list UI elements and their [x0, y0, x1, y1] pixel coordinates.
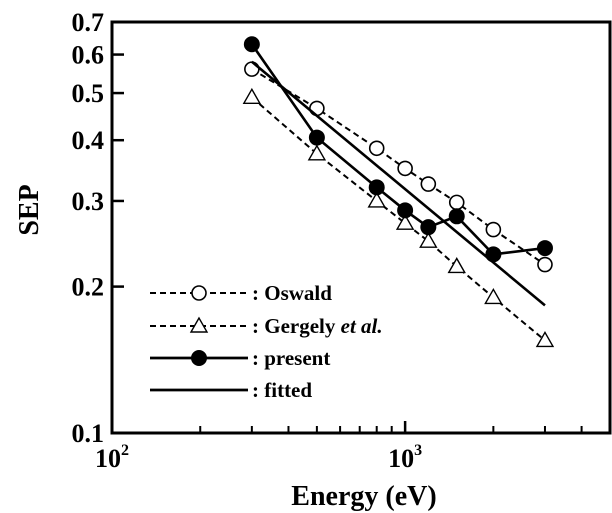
- open-triangle-marker: [189, 316, 209, 333]
- legend-label: : Gergely et al.: [252, 314, 383, 338]
- series-line: [250, 43, 546, 256]
- series-layer: [242, 36, 555, 348]
- series-line: [251, 96, 546, 342]
- open-triangle-marker: [419, 231, 438, 248]
- open-triangle-marker: [242, 87, 262, 105]
- series-line: [251, 60, 546, 307]
- open-triangle-marker: [307, 144, 327, 161]
- series-group: [242, 87, 555, 348]
- ticks-layer: 0.1 0.2 0.3 0.4 0.5 0.6 0.7 102 103: [72, 8, 611, 473]
- filled-circle-marker: [448, 208, 465, 225]
- legend-label: : present: [252, 346, 330, 370]
- open-triangle-marker: [447, 257, 466, 274]
- y-tick-label: 0.7: [72, 8, 105, 37]
- series-group: [243, 36, 553, 263]
- y-tick-label: 0.3: [72, 187, 105, 216]
- y-tick-label: 0.2: [72, 273, 105, 302]
- open-triangle-marker: [484, 288, 503, 305]
- y-tick-label: 0.4: [72, 126, 105, 155]
- filled-circle-marker: [536, 240, 553, 257]
- x-tick-label: 102: [95, 442, 129, 473]
- open-circle-marker: [191, 285, 207, 301]
- series-group: [251, 60, 546, 307]
- x-tick-label: 103: [388, 442, 422, 473]
- open-circle-marker: [420, 176, 437, 192]
- open-circle-marker: [537, 256, 553, 273]
- legend: : Oswald : Gergely et al. : present : fitte…: [150, 281, 383, 402]
- open-circle-marker: [368, 140, 385, 157]
- y-tick-label: 0.5: [72, 79, 105, 108]
- legend-label: : fitted: [252, 378, 312, 402]
- open-triangle-marker: [395, 213, 415, 230]
- y-axis-title: SEP: [14, 184, 45, 235]
- open-circle-marker: [485, 221, 502, 238]
- open-triangle-marker: [367, 191, 386, 208]
- filled-circle-marker: [397, 202, 414, 219]
- open-circle-marker: [448, 194, 465, 211]
- open-circle-marker: [397, 160, 413, 177]
- series-group: [244, 61, 553, 273]
- legend-label: : Oswald: [252, 281, 332, 305]
- filled-circle-marker: [191, 350, 207, 366]
- open-triangle-marker: [535, 331, 555, 348]
- filled-circle-marker: [308, 129, 325, 146]
- y-tick-label: 0.6: [72, 41, 105, 70]
- filled-circle-marker: [420, 219, 437, 236]
- filled-circle-marker: [368, 179, 385, 196]
- plot-area: [110, 20, 612, 435]
- filled-circle-marker: [243, 36, 260, 53]
- y-tick-label: 0.1: [72, 419, 105, 448]
- x-axis-title: Energy (eV): [291, 481, 436, 512]
